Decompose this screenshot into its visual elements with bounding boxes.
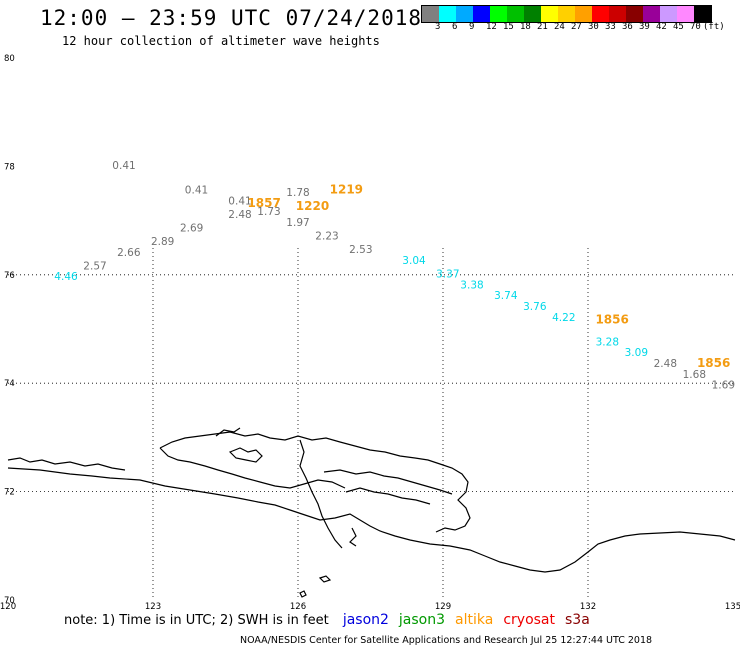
longitude-label: 126 (290, 602, 306, 612)
pass-time-label: 1857 (247, 196, 280, 210)
longitude-label: 129 (435, 602, 451, 612)
legend-tick-label: 42 (656, 22, 667, 32)
wave-height-label: 3.09 (625, 347, 648, 359)
latitude-label: 80 (4, 54, 15, 64)
latitude-label: 74 (4, 379, 15, 389)
longitude-label: 132 (580, 602, 596, 612)
legend-swatch (507, 6, 524, 22)
wave-height-label: 3.38 (460, 279, 483, 291)
color-scale-ticks: 3 6 9 12 15 18 21 24 27 30 33 36 39 42 45 70 (ft) (421, 22, 740, 34)
legend-swatch (422, 6, 439, 22)
wave-height-label: 4.22 (552, 312, 575, 324)
observation-labels: 0.41 0.41 0.41 2.48 1.73 1.78 1.97 2.23 2.53 2.69… (54, 160, 735, 392)
legend-swatch (677, 6, 694, 22)
legend-tick-label: (ft) (703, 22, 725, 32)
color-scale-legend (421, 5, 712, 23)
longitude-label: 123 (145, 602, 161, 612)
legend-tick-label: 70 (690, 22, 701, 32)
latitude-label: 72 (4, 488, 15, 498)
wave-height-label: 3.04 (402, 255, 426, 267)
graticule (8, 248, 733, 600)
wave-height-label: 2.23 (315, 231, 338, 243)
legend-tick-label: 15 (503, 22, 514, 32)
legend-swatch (473, 6, 490, 22)
wave-height-label: 1.78 (286, 187, 309, 199)
legend-swatch (558, 6, 575, 22)
legend-tick-label: 9 (469, 22, 475, 32)
legend-tick-label: 33 (605, 22, 616, 32)
satellite-legend-s3a: s3a (565, 612, 590, 628)
legend-swatch (524, 6, 541, 22)
legend-swatch (456, 6, 473, 22)
wave-height-label: 2.66 (117, 247, 141, 259)
wave-height-label: 2.48 (654, 358, 677, 370)
legend-swatch (541, 6, 558, 22)
satellite-legend-altika: altika (455, 612, 494, 628)
legend-swatch (660, 6, 677, 22)
satellite-legend-cryosat: cryosat (503, 612, 555, 628)
wave-height-label: 3.76 (523, 301, 547, 313)
wave-height-label: 0.41 (185, 185, 208, 197)
map-subtitle: 12 hour collection of altimeter wave hei… (62, 34, 380, 48)
legend-swatch (575, 6, 592, 22)
satellite-legend-jason3: jason3 (398, 612, 446, 628)
satellite-legend: jason2 jason3 altika cryosat s3a (333, 612, 590, 628)
pass-time-label: 1856 (697, 356, 730, 370)
wave-height-label: 2.89 (151, 236, 174, 248)
pass-time-label: 1220 (296, 199, 329, 213)
satellite-legend-jason2: jason2 (342, 612, 389, 628)
wave-height-label: 2.69 (180, 222, 203, 234)
legend-swatch (694, 6, 711, 22)
coastline (7, 427, 736, 598)
wave-height-label: 2.48 (228, 209, 251, 221)
latitude-label: 70 (4, 596, 15, 606)
legend-swatch (609, 6, 626, 22)
legend-tick-label: 27 (571, 22, 582, 32)
wave-height-label: 3.37 (436, 269, 459, 281)
pass-time-label: 1219 (330, 183, 363, 197)
legend-swatch (626, 6, 643, 22)
legend-tick-label: 36 (622, 22, 633, 32)
longitude-label: 120 (0, 602, 16, 612)
legend-tick-label: 6 (452, 22, 458, 32)
legend-swatch (439, 6, 456, 22)
wave-height-label: 2.53 (349, 244, 372, 256)
legend-tick-label: 30 (588, 22, 599, 32)
map-title: 12:00 – 23:59 UTC 07/24/2018 (40, 6, 423, 30)
legend-swatch (643, 6, 660, 22)
wave-height-label: 1.73 (257, 206, 280, 218)
latitude-label: 78 (4, 162, 15, 172)
wave-height-label: 1.97 (286, 217, 309, 229)
legend-swatch (592, 6, 609, 22)
note-line: note: 1) Time is in UTC; 2) SWH is in fe… (64, 612, 590, 628)
wave-height-label: 4.46 (54, 271, 78, 283)
longitude-label: 135 (725, 602, 740, 612)
legend-tick-label: 24 (554, 22, 565, 32)
note-text: note: 1) Time is in UTC; 2) SWH is in fe… (64, 613, 329, 628)
wave-height-label: 0.41 (112, 160, 135, 172)
wave-height-label: 0.41 (228, 195, 251, 207)
legend-tick-label: 3 (435, 22, 441, 32)
legend-tick-label: 39 (639, 22, 650, 32)
legend-tick-label: 12 (486, 22, 497, 32)
wave-height-label: 1.69 (712, 380, 735, 392)
legend-swatch (490, 6, 507, 22)
wave-height-label: 2.57 (83, 260, 106, 272)
legend-tick-label: 45 (673, 22, 684, 32)
legend-tick-label: 18 (520, 22, 531, 32)
wave-height-label: 3.28 (596, 336, 619, 348)
wave-height-label: 3.74 (494, 290, 518, 302)
wave-height-label: 1.68 (683, 369, 706, 381)
credit-line: NOAA/NESDIS Center for Satellite Applica… (240, 635, 653, 646)
legend-tick-label: 21 (537, 22, 548, 32)
latitude-label: 76 (4, 271, 15, 281)
pass-time-label: 1856 (595, 313, 628, 327)
